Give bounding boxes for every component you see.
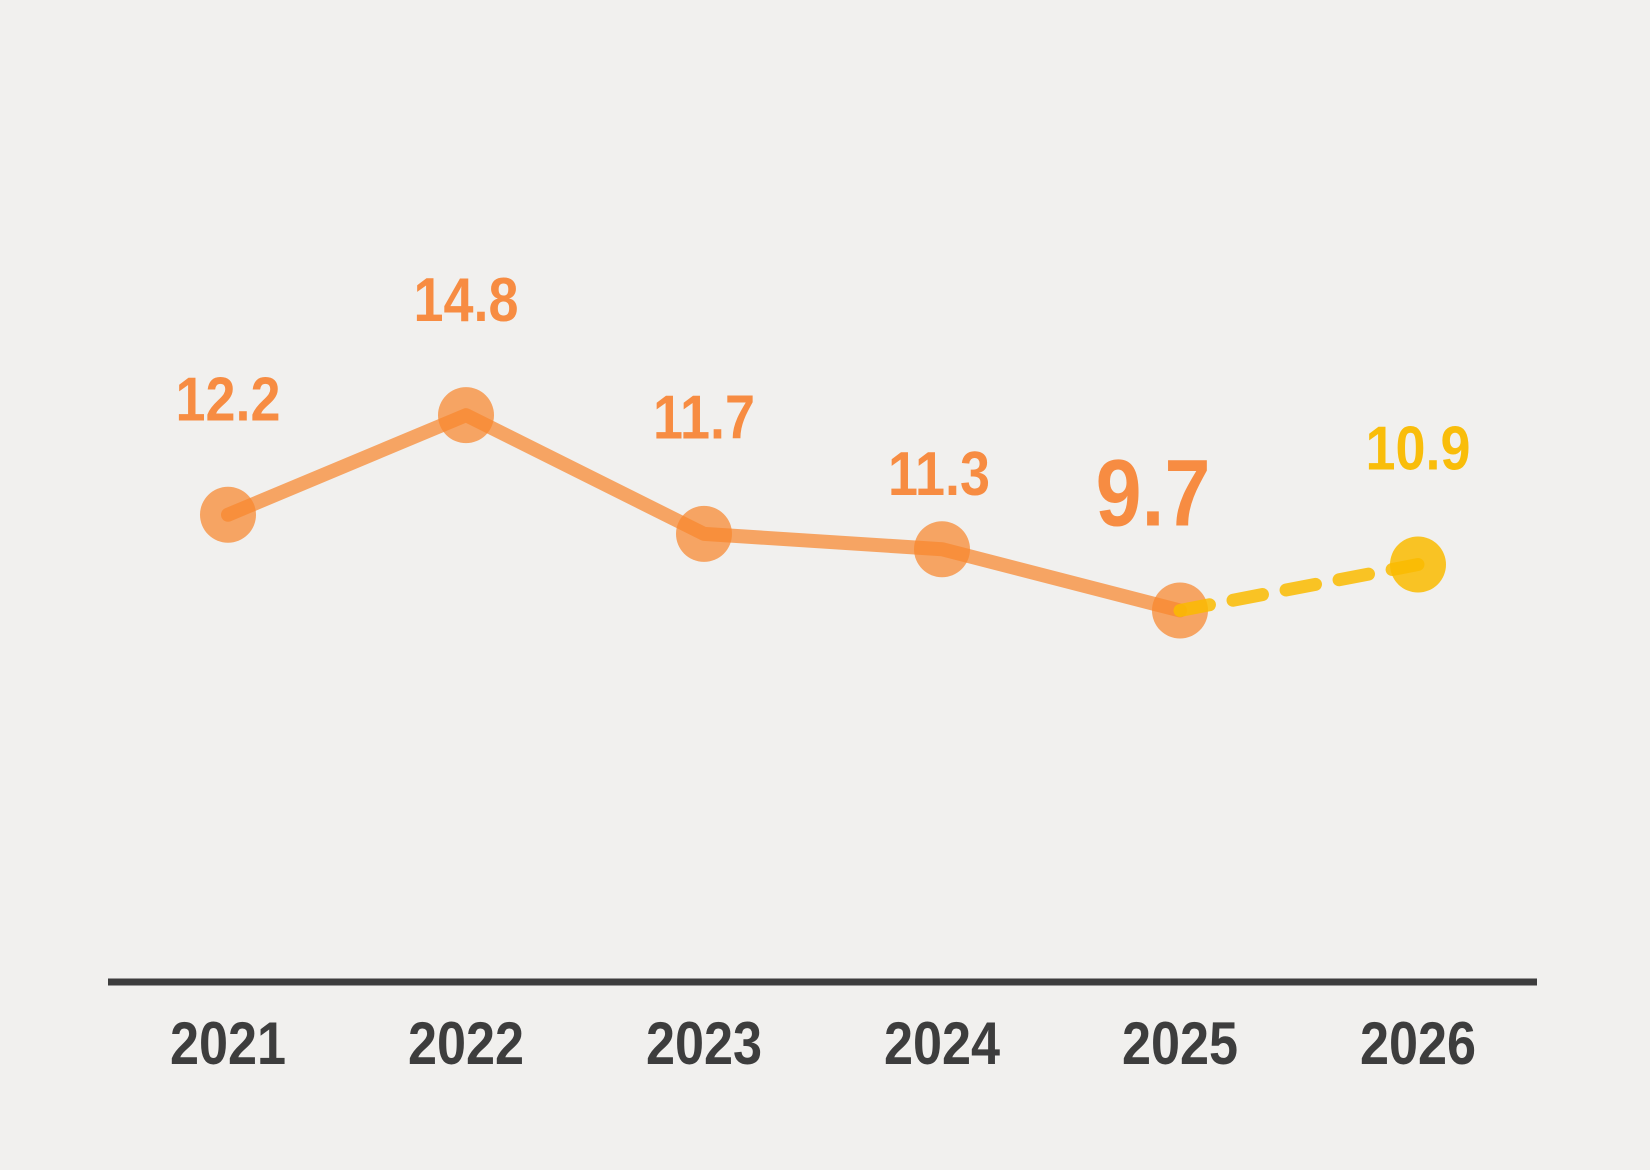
value-label-2023: 11.7 xyxy=(653,383,755,452)
x-tick-label-2024: 2024 xyxy=(884,1009,1000,1076)
series-line-actual xyxy=(221,408,1187,618)
series-lines-layer xyxy=(221,408,1425,618)
x-tick-label-2023: 2023 xyxy=(646,1009,762,1076)
value-label-2021: 12.2 xyxy=(176,365,281,434)
x-tick-label-2025: 2025 xyxy=(1122,1009,1238,1076)
value-label-2024: 11.3 xyxy=(888,440,990,509)
x-tick-label-2026: 2026 xyxy=(1360,1009,1476,1076)
series-line-projected xyxy=(1173,558,1425,617)
value-labels-layer: 12.2 14.8 11.7 11.3 9.7 10.9 xyxy=(176,265,1471,545)
value-label-2022: 14.8 xyxy=(414,265,519,334)
x-axis-labels-layer: 2021 2022 2023 2024 2025 2026 xyxy=(170,1009,1476,1076)
x-tick-label-2021: 2021 xyxy=(170,1009,286,1076)
x-tick-label-2022: 2022 xyxy=(408,1009,524,1076)
value-label-2026: 10.9 xyxy=(1366,414,1471,483)
value-label-2025: 9.7 xyxy=(1096,439,1211,546)
